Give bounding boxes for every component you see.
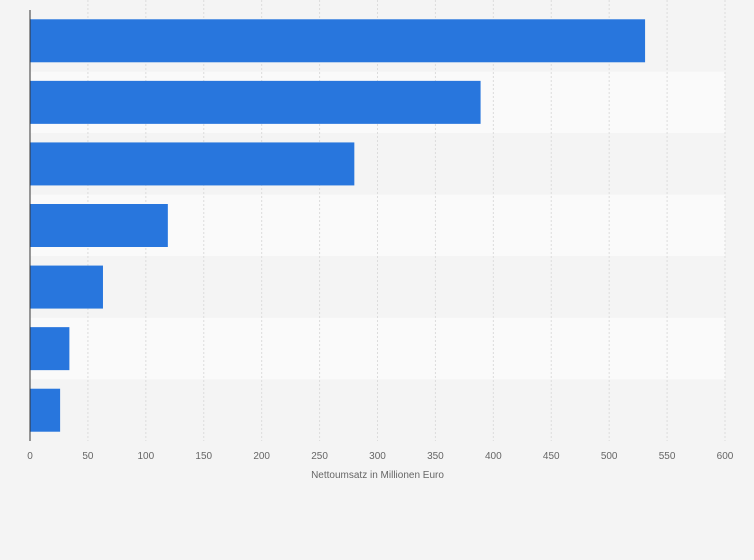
bar[interactable] bbox=[30, 19, 646, 63]
x-tick-label: 400 bbox=[485, 451, 502, 462]
x-tick-label: 300 bbox=[369, 451, 386, 462]
bar[interactable] bbox=[30, 80, 481, 124]
x-tick-label: 600 bbox=[717, 451, 734, 462]
row-band bbox=[30, 256, 725, 318]
x-tick-label: 50 bbox=[82, 451, 94, 462]
bar[interactable] bbox=[30, 265, 103, 309]
x-tick-label: 150 bbox=[195, 451, 212, 462]
x-tick-label: 200 bbox=[253, 451, 270, 462]
x-axis-title: Nettoumsatz in Millionen Euro bbox=[311, 470, 444, 481]
x-tick-label: 450 bbox=[543, 451, 560, 462]
bar[interactable] bbox=[30, 204, 168, 247]
x-tick-label: 250 bbox=[311, 451, 328, 462]
x-tick-label: 550 bbox=[659, 451, 676, 462]
x-tick-label: 100 bbox=[137, 451, 154, 462]
bar[interactable] bbox=[30, 388, 61, 432]
x-tick-label: 0 bbox=[27, 451, 33, 462]
bar[interactable] bbox=[30, 142, 355, 186]
x-tick-label: 350 bbox=[427, 451, 444, 462]
x-tick-labels: 0 50 100 150 200 250 300 350 400 450 500 550 600 bbox=[27, 451, 734, 462]
bars bbox=[30, 19, 646, 432]
x-tick-label: 500 bbox=[601, 451, 618, 462]
bar[interactable] bbox=[30, 327, 70, 371]
